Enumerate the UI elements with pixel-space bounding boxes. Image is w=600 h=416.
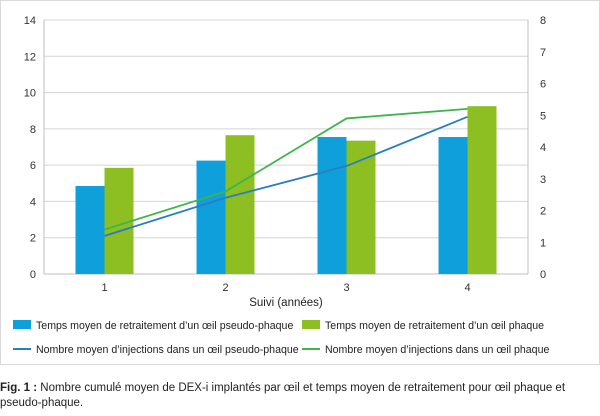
caption-label: Fig. 1 : bbox=[0, 382, 38, 394]
legend-label: Nombre moyen d’injections dans un œil ps… bbox=[36, 344, 299, 356]
bar bbox=[467, 106, 497, 274]
bar bbox=[317, 137, 347, 274]
bar bbox=[438, 137, 468, 274]
left-tick-label: 8 bbox=[30, 124, 36, 136]
legend-label: Temps moyen de retraitement d’un œil pse… bbox=[36, 320, 293, 332]
x-axis-title: Suivi (années) bbox=[249, 297, 323, 309]
x-tick-label: 3 bbox=[343, 282, 349, 294]
series-line bbox=[104, 108, 468, 231]
legend-label: Temps moyen de retraitement d’un œil pha… bbox=[325, 320, 544, 332]
left-tick-label: 2 bbox=[30, 233, 36, 245]
right-tick-label: 8 bbox=[540, 15, 546, 27]
right-tick-label: 7 bbox=[540, 47, 546, 59]
x-tick-label: 2 bbox=[222, 282, 228, 294]
right-tick-label: 0 bbox=[540, 269, 546, 281]
series-line bbox=[104, 116, 468, 237]
legend-swatch bbox=[302, 320, 320, 329]
left-tick-label: 14 bbox=[24, 15, 36, 27]
bar bbox=[225, 135, 255, 274]
left-tick-label: 6 bbox=[30, 160, 36, 172]
caption-text: Nombre cumulé moyen de DEX-i implantés p… bbox=[0, 382, 566, 409]
legend-label: Nombre moyen d’injections dans un œil ph… bbox=[325, 344, 549, 356]
chart-panel: 0 2 4 6 8 10 12 14 0 1 2 3 4 5 6 7 8 1 2 3 4 Suivi (années) Te… bbox=[0, 0, 600, 365]
right-tick-label: 3 bbox=[540, 174, 546, 186]
bar bbox=[196, 160, 226, 274]
right-tick-label: 4 bbox=[540, 142, 546, 154]
left-tick-label: 10 bbox=[24, 88, 36, 100]
left-tick-label: 4 bbox=[30, 196, 36, 208]
bar bbox=[75, 186, 105, 274]
right-tick-label: 2 bbox=[540, 206, 546, 218]
left-tick-label: 12 bbox=[24, 51, 36, 63]
figure-caption: Fig. 1 : Nombre cumulé moyen de DEX-i im… bbox=[0, 381, 600, 411]
bar bbox=[346, 140, 376, 274]
x-tick-label: 1 bbox=[101, 282, 107, 294]
bar bbox=[104, 167, 134, 274]
left-tick-label: 0 bbox=[30, 269, 36, 281]
right-tick-label: 6 bbox=[540, 79, 546, 91]
x-tick-label: 4 bbox=[464, 282, 470, 294]
legend-swatch bbox=[13, 320, 31, 329]
right-tick-label: 1 bbox=[540, 237, 546, 249]
right-tick-label: 5 bbox=[540, 110, 546, 122]
